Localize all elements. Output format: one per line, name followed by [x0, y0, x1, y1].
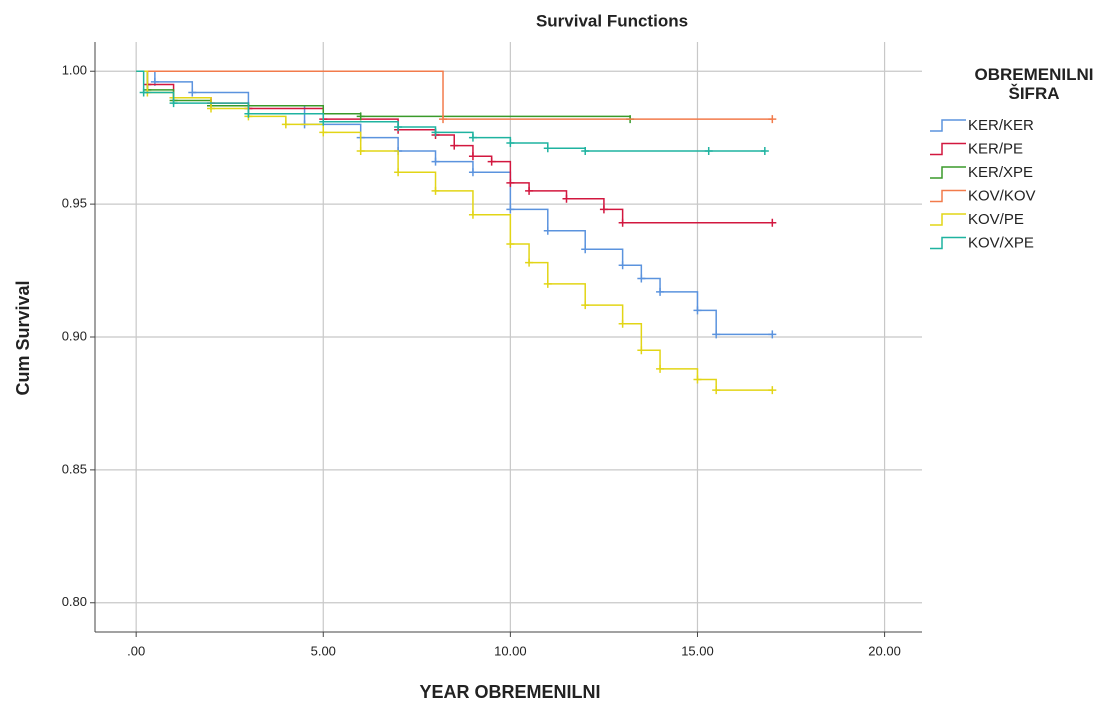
legend-swatch: [930, 166, 966, 179]
y-axis-title: Cum Survival: [13, 280, 33, 395]
censor-mark: [139, 88, 148, 97]
censor-mark: [506, 239, 515, 248]
censor-mark: [768, 218, 777, 227]
y-tick-label: 0.95: [62, 196, 87, 211]
censor-mark: [525, 186, 534, 195]
censor-mark: [450, 141, 459, 150]
y-tick-label: 1.00: [62, 63, 87, 78]
censor-mark: [319, 117, 328, 126]
censor-mark: [319, 128, 328, 137]
legend-title: OBREMENILNI ŠIFRA: [975, 65, 1094, 103]
censor-mark: [581, 245, 590, 254]
legend-label: KER/XPE: [968, 164, 1033, 181]
censor-mark: [468, 152, 477, 161]
censor-mark: [468, 210, 477, 219]
x-axis-title: YEAR OBREMENILNI: [419, 682, 600, 702]
censor-mark: [581, 301, 590, 310]
x-tick-label: 15.00: [681, 643, 714, 658]
y-tick-label: 0.80: [62, 594, 87, 609]
censor-mark: [693, 375, 702, 384]
censor-mark: [506, 138, 515, 147]
censor-mark: [637, 274, 646, 283]
survival-line: [136, 70, 773, 336]
legend-label: KOV/XPE: [968, 234, 1034, 251]
censor-mark: [562, 194, 571, 203]
censor-mark: [356, 146, 365, 155]
censor-mark: [487, 157, 496, 166]
censor-mark: [768, 115, 777, 124]
censor-mark: [394, 123, 403, 132]
legend-swatch: [930, 189, 966, 203]
censor-mark: [431, 186, 440, 195]
legend-label: KOV/KOV: [968, 187, 1036, 204]
legend-swatch: [930, 213, 966, 226]
censor-mark: [618, 319, 627, 328]
censor-mark: [543, 226, 552, 235]
censor-mark: [431, 128, 440, 137]
survival-line: [136, 70, 773, 391]
censor-mark: [468, 168, 477, 177]
censor-mark: [704, 146, 713, 155]
censor-mark: [431, 157, 440, 166]
survival-line: [136, 70, 773, 120]
censor-mark: [169, 99, 178, 108]
censor-mark: [637, 346, 646, 355]
censor-mark: [656, 287, 665, 296]
censor-mark: [506, 205, 515, 214]
chart-title: Survival Functions: [536, 11, 688, 30]
y-tick-label: 0.85: [62, 461, 87, 476]
legend-swatch: [930, 119, 966, 132]
censor-mark: [599, 205, 608, 214]
censor-mark: [356, 112, 365, 121]
censor-mark: [768, 386, 777, 395]
legend-label: KER/KER: [968, 117, 1034, 134]
censor-mark: [712, 386, 721, 395]
censor-mark: [712, 330, 721, 339]
x-tick-label: 5.00: [311, 643, 336, 658]
censor-mark: [543, 279, 552, 288]
y-tick-label: 0.90: [62, 328, 87, 343]
censor-mark: [760, 146, 769, 155]
censor-mark: [468, 133, 477, 142]
x-tick-label: 10.00: [494, 643, 527, 658]
legend-label: KOV/PE: [968, 211, 1024, 228]
x-tick-label: .00: [127, 643, 145, 658]
censor-mark: [768, 330, 777, 339]
censor-mark: [281, 120, 290, 129]
censor-mark: [618, 218, 627, 227]
legend-swatch: [930, 236, 966, 250]
censor-mark: [188, 88, 197, 97]
censor-mark: [506, 178, 515, 187]
censor-mark: [543, 144, 552, 153]
censor-mark: [693, 306, 702, 315]
censor-mark: [581, 146, 590, 155]
censor-mark: [525, 258, 534, 267]
legend-label: KER/PE: [968, 140, 1023, 157]
legend-swatch: [930, 142, 966, 156]
censor-mark: [394, 168, 403, 177]
censor-mark: [656, 364, 665, 373]
censor-mark: [618, 261, 627, 270]
x-tick-label: 20.00: [868, 643, 901, 658]
censor-mark: [207, 104, 216, 113]
censor-mark: [439, 115, 448, 124]
censor-mark: [244, 109, 253, 118]
